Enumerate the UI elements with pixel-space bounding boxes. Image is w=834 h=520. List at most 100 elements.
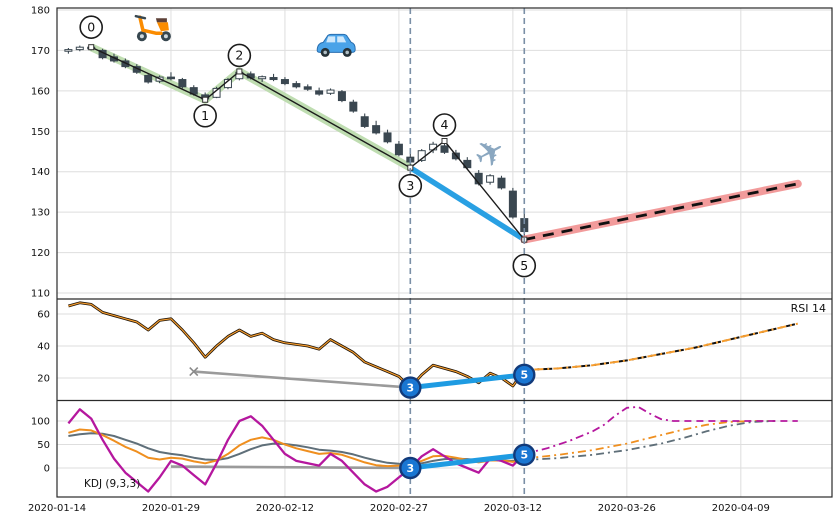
scooter-icon-part xyxy=(156,22,169,32)
scooter-icon-part xyxy=(155,18,167,23)
kdj-k-forecast xyxy=(524,420,775,460)
rsi-forecast-dashdot-orange xyxy=(524,322,799,371)
downtrend-blue-line xyxy=(407,164,528,243)
kdj-axis-label: 50 xyxy=(37,440,50,451)
candle-body xyxy=(440,145,449,153)
price-axis-label: 150 xyxy=(31,127,50,138)
forecast-black-dash xyxy=(524,182,799,241)
candle-body xyxy=(280,79,289,85)
rsi-marker-circle xyxy=(399,376,422,399)
zigzag-vertex-marker xyxy=(236,68,243,75)
candle-body xyxy=(166,76,175,80)
car-icon-part xyxy=(323,50,327,55)
candle-body xyxy=(486,175,495,183)
candle-body xyxy=(394,143,403,156)
candle-body xyxy=(64,49,73,52)
zigzag-vertex-marker xyxy=(88,44,95,51)
zigzag-point-number: 4 xyxy=(441,117,449,132)
candle-body xyxy=(383,132,392,143)
rsi-trend-x-marker xyxy=(189,367,199,377)
rsi-line xyxy=(68,301,526,389)
zigzag-vertex-marker xyxy=(202,96,209,103)
rsi-forecast-dashdot xyxy=(524,322,799,371)
price-axis-label: 140 xyxy=(31,167,50,178)
date-axis-label: 2020-03-12 xyxy=(484,503,542,514)
candle-body xyxy=(75,46,84,51)
scooter-icon-part xyxy=(134,14,147,20)
candle-body xyxy=(497,177,506,189)
zigzag-line xyxy=(90,46,525,241)
zigzag-point-number: 0 xyxy=(87,19,95,34)
zigzag-point-number: 1 xyxy=(201,108,209,123)
car-icon-part xyxy=(345,50,349,55)
rsi-marker-circle xyxy=(513,363,536,386)
kdj-blue-line xyxy=(407,452,527,471)
kdj-marker-number: 3 xyxy=(406,462,414,475)
rsi-marker-number: 5 xyxy=(520,369,528,382)
car-icon-part xyxy=(337,36,347,43)
candle-body xyxy=(144,74,153,83)
date-axis-label: 2020-04-09 xyxy=(712,503,770,514)
candle-body xyxy=(508,190,517,218)
kdj-marker-number: 5 xyxy=(520,449,528,462)
rsi-panel-label: RSI 14 xyxy=(791,302,826,315)
candle-body xyxy=(372,125,381,134)
kdj-j-line xyxy=(67,408,526,493)
kdj-d-forecast xyxy=(524,420,776,461)
car-icon-part xyxy=(326,36,336,43)
scooter-icon-part xyxy=(139,34,144,39)
zigzag-green-highlight xyxy=(89,43,413,172)
rsi-axis-label: 60 xyxy=(37,310,50,321)
rsi-line-orange-core xyxy=(68,302,525,389)
kdj-marker-circle xyxy=(399,456,422,480)
zigzag-point-circle xyxy=(227,43,252,68)
zigzag-point-number: 3 xyxy=(406,178,414,193)
date-axis-label: 2020-01-14 xyxy=(28,503,86,514)
kdj-j-forecast xyxy=(524,405,673,455)
zigzag-point-circle xyxy=(193,103,217,128)
kdj-marker-circle xyxy=(513,443,536,467)
zigzag-point-circle xyxy=(79,15,103,39)
candle-body xyxy=(349,101,358,112)
candle-body xyxy=(326,89,335,94)
candle-body xyxy=(337,91,346,102)
candle-body xyxy=(269,77,278,81)
zigzag-point-number: 5 xyxy=(520,258,528,273)
price-axis-label: 130 xyxy=(31,208,50,219)
price-axis-label: 110 xyxy=(31,289,50,300)
price-axis-label: 120 xyxy=(31,248,50,259)
kdj-panel-label: KDJ (9,3,3) xyxy=(84,478,140,490)
rsi-axis-label: 20 xyxy=(37,374,50,385)
rsi-gray-trendline xyxy=(193,370,411,389)
candle-body xyxy=(121,60,130,68)
rsi-blue-line xyxy=(407,372,527,391)
kdj-k-line xyxy=(68,428,525,468)
rsi-marker-number: 3 xyxy=(406,381,414,394)
car-icon-part xyxy=(316,33,356,53)
kdj-axis-label: 0 xyxy=(44,464,50,475)
zigzag-point-circle xyxy=(432,113,457,137)
candle-body xyxy=(315,90,324,95)
kdj-gray-trendline xyxy=(170,465,411,470)
zigzag-point-number: 2 xyxy=(235,48,243,63)
date-axis-label: 2020-01-29 xyxy=(142,503,200,514)
candle-body xyxy=(303,86,312,90)
car-icon xyxy=(316,33,356,57)
price-axis-label: 170 xyxy=(31,46,50,57)
candle-body xyxy=(292,83,301,88)
chart-border xyxy=(56,7,833,498)
date-axis-label: 2020-02-27 xyxy=(370,503,428,514)
kdj-axis-label: 100 xyxy=(31,417,50,428)
rsi-axis-label: 40 xyxy=(37,342,50,353)
zigzag-vertex-marker xyxy=(441,137,448,144)
date-axis-label: 2020-02-12 xyxy=(256,503,314,514)
scooter-icon-part xyxy=(163,34,168,39)
candle-body xyxy=(178,79,187,88)
scooter-icon xyxy=(134,14,171,42)
date-axis-label: 2020-03-26 xyxy=(598,503,656,514)
zigzag-point-circle xyxy=(398,173,423,198)
price-axis-label: 160 xyxy=(31,86,50,97)
candle-body xyxy=(258,76,267,80)
